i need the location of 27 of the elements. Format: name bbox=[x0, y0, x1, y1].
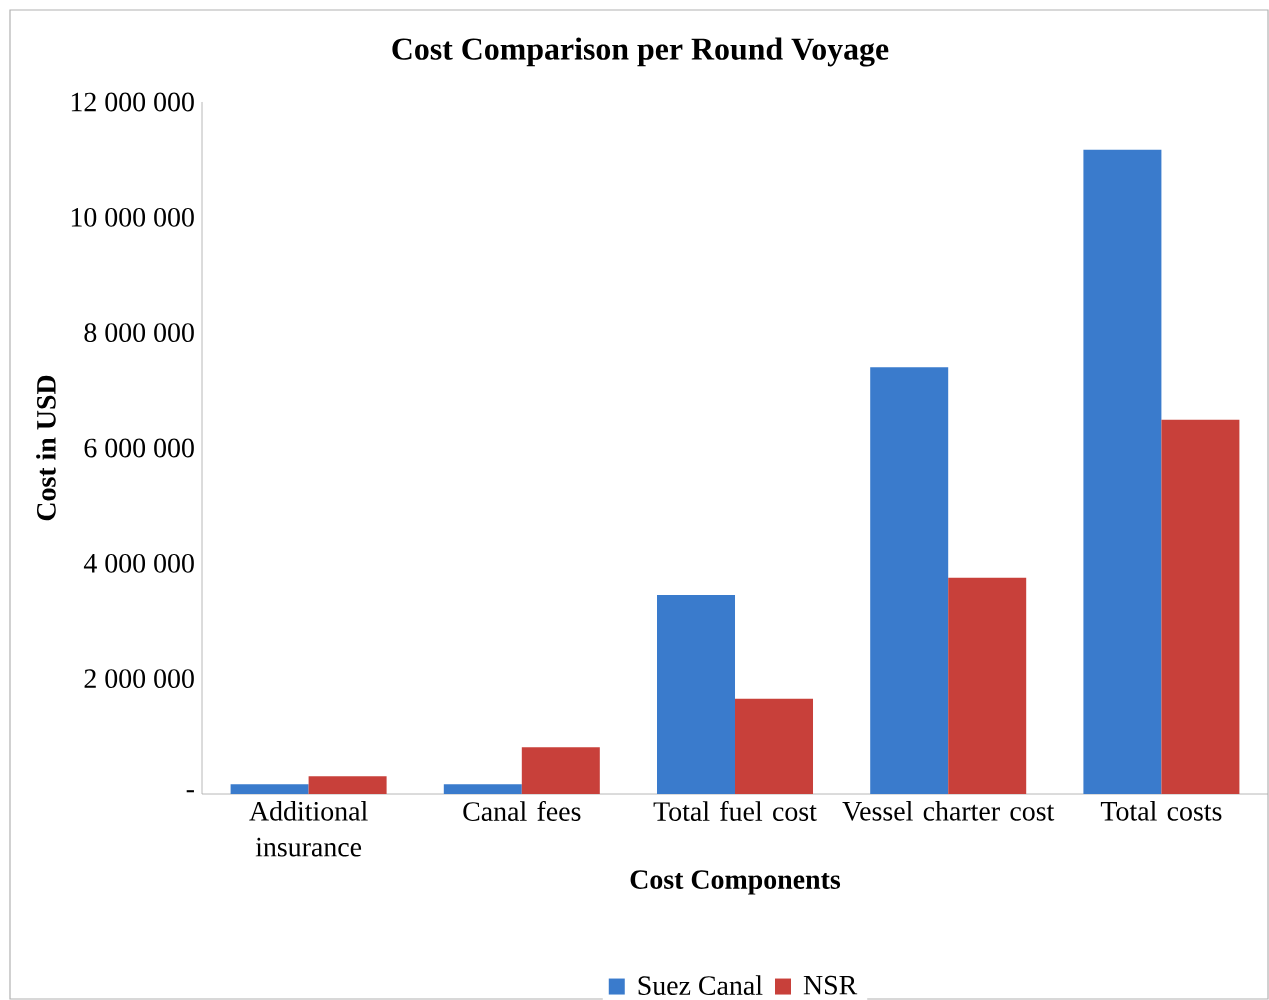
bar bbox=[870, 367, 949, 794]
legend-label: NSR bbox=[803, 975, 858, 995]
bar bbox=[1083, 149, 1162, 794]
y-tick-label: 10 000 000 bbox=[71, 207, 194, 227]
bar bbox=[443, 784, 522, 794]
y-tick-label: 8 000 000 bbox=[84, 323, 194, 343]
bar bbox=[735, 698, 814, 794]
y-tick-label: 12 000 000 bbox=[71, 92, 194, 112]
bar bbox=[308, 776, 387, 794]
x-tick-label: Total costs bbox=[1100, 801, 1222, 821]
bar bbox=[521, 747, 600, 794]
legend-label: Suez Canal bbox=[638, 975, 763, 996]
bar bbox=[1161, 419, 1240, 794]
x-tick-label: Vessel charter cost bbox=[842, 801, 1055, 821]
y-tick-label: 2 000 000 bbox=[84, 669, 194, 689]
bar bbox=[948, 577, 1027, 794]
x-tick-label: Total fuel cost bbox=[653, 801, 817, 821]
chart-title: Cost Comparison per Round Voyage bbox=[392, 37, 889, 67]
y-tick-label: 4 000 000 bbox=[83, 553, 194, 573]
x-tick-label: Canal fees bbox=[463, 801, 581, 821]
y-tick-label: 6 000 000 bbox=[84, 438, 194, 458]
bar bbox=[657, 595, 736, 794]
x-axis-title: Cost Components bbox=[630, 870, 841, 895]
x-tick-label: Additional insurance bbox=[249, 801, 368, 857]
bar bbox=[230, 784, 309, 794]
y-axis-title: Cost in USD bbox=[36, 375, 56, 521]
y-tick-label: - bbox=[186, 790, 194, 793]
